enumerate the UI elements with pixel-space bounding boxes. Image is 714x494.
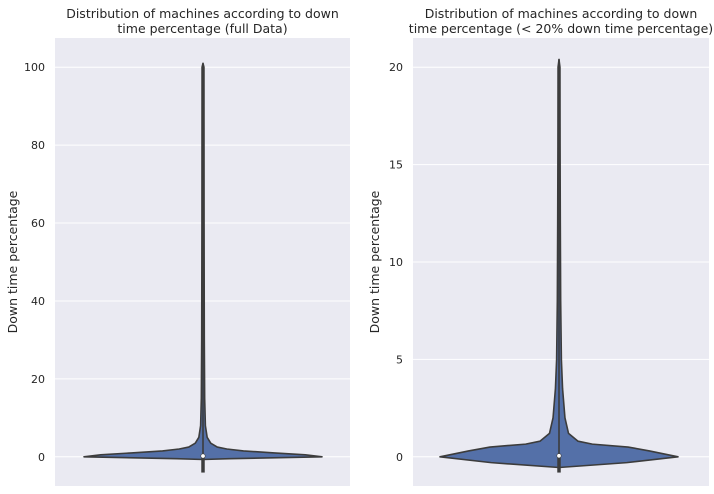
y-axis-label: Down time percentage [5,190,20,333]
median-point [556,453,562,459]
y-tick-label: 20 [389,61,403,74]
chart-title-line-1: Distribution of machines according to do… [66,6,339,21]
y-tick-label: 100 [24,61,45,74]
chart-title-line-1: Distribution of machines according to do… [425,6,698,21]
y-tick-label: 60 [31,217,45,230]
y-tick-labels: 0 20 40 60 80 100 [24,61,45,464]
violin-group [439,58,679,473]
y-tick-label: 0 [38,451,45,464]
chart-panel-full-data: 0 20 40 60 80 100 Distribution of machines ac… [5,6,350,486]
median-point [200,453,206,459]
y-tick-label: 15 [389,159,403,172]
y-tick-label: 80 [31,139,45,152]
y-tick-label: 20 [31,373,45,386]
chart-title-line-2: time percentage (full Data) [117,21,287,36]
y-tick-label: 0 [396,451,403,464]
y-tick-label: 40 [31,295,45,308]
chart-panel-under-20: 0 5 10 15 20 Distribution of machines accord… [367,6,713,486]
y-axis-label: Down time percentage [367,190,382,333]
y-tick-label: 5 [396,353,403,366]
y-tick-label: 10 [389,256,403,269]
y-tick-labels: 0 5 10 15 20 [389,61,403,464]
chart-title-line-2: time percentage (< 20% down time percent… [409,21,713,36]
violin-group [83,62,323,473]
